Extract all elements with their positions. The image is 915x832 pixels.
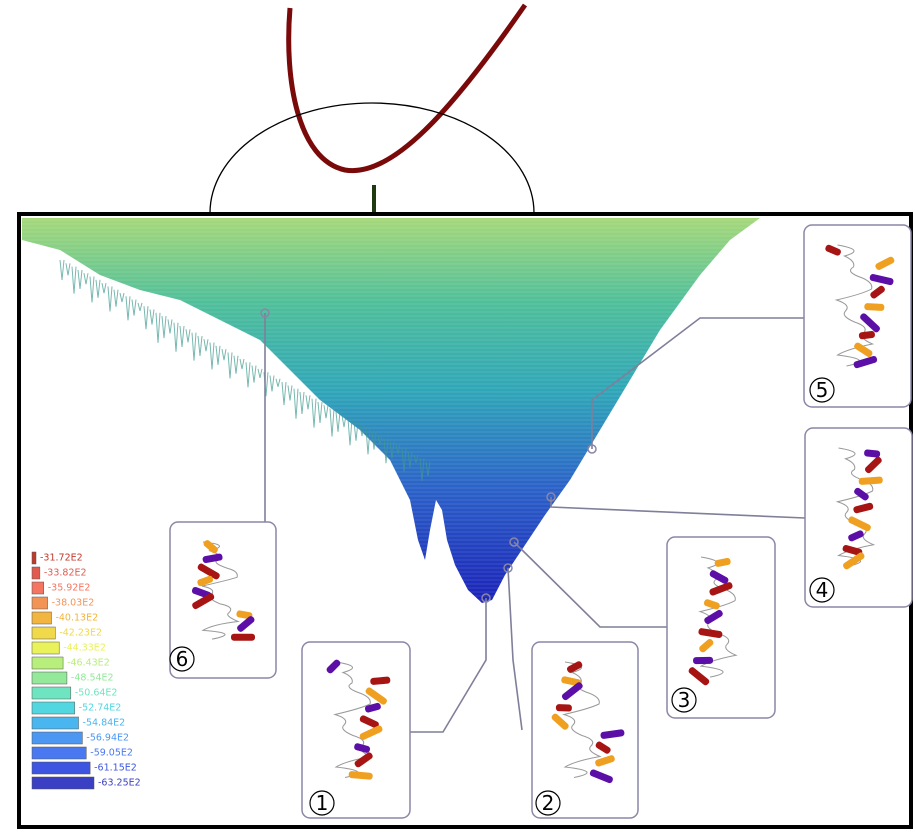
legend-swatch (32, 552, 36, 564)
legend-label: -40.13E2 (55, 613, 98, 624)
legend-label: -50.64E2 (75, 688, 118, 699)
legend-swatch (32, 747, 86, 759)
structure-element (231, 634, 255, 641)
legend-label: -56.94E2 (86, 733, 129, 744)
legend-swatch (32, 762, 90, 774)
legend-swatch (32, 597, 48, 609)
structure-element (864, 303, 884, 311)
callout-number: 5 (816, 378, 829, 402)
callout-number: 3 (678, 688, 691, 712)
legend-swatch (32, 687, 71, 699)
legend-label: -35.92E2 (48, 583, 91, 594)
structure-element (693, 657, 713, 664)
callout-number: 1 (316, 791, 329, 815)
structure-element (556, 704, 572, 712)
legend-swatch (32, 612, 51, 624)
legend-label: -44.33E2 (63, 643, 106, 654)
legend-label: -48.54E2 (71, 673, 114, 684)
legend-label: -63.25E2 (98, 778, 141, 789)
legend-swatch (32, 672, 67, 684)
legend-swatch (32, 777, 94, 789)
legend-label: -38.03E2 (52, 598, 95, 609)
legend-label: -42.23E2 (59, 628, 102, 639)
legend-swatch (32, 642, 59, 654)
legend-label: -31.72E2 (40, 553, 83, 564)
legend-swatch (32, 657, 63, 669)
callout-number: 4 (816, 578, 829, 602)
legend-swatch (32, 702, 75, 714)
legend-swatch (32, 717, 79, 729)
legend-swatch (32, 627, 55, 639)
legend-label: -59.05E2 (90, 748, 133, 759)
legend-label: -33.82E2 (44, 568, 87, 579)
callout-number: 6 (176, 647, 189, 671)
figure: 1 2 3 4 5 6 -31.72E2 -33.82E2 -35.92E2 -38.03E2 -… (0, 0, 915, 832)
legend-swatch (32, 732, 82, 744)
callout-number: 2 (542, 791, 555, 815)
legend-label: -54.84E2 (83, 718, 126, 729)
legend-swatch (32, 567, 40, 579)
curve (289, 5, 525, 171)
legend-label: -52.74E2 (79, 703, 122, 714)
legend-label: -61.15E2 (94, 763, 137, 774)
legend-swatch (32, 582, 44, 594)
legend-label: -46.43E2 (67, 658, 110, 669)
